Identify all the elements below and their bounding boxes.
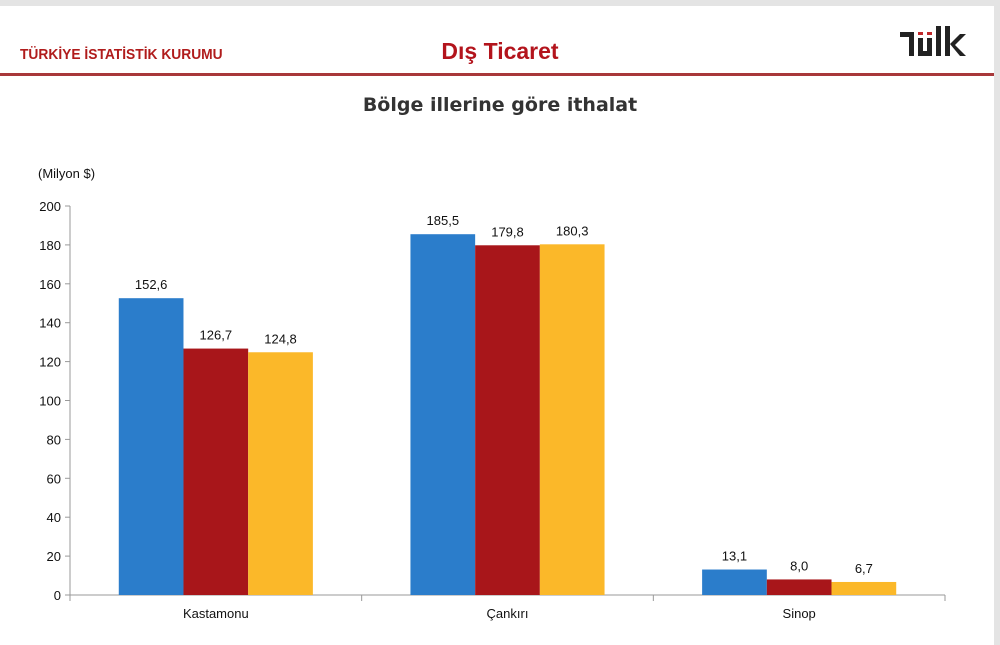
data-label: 152,6 <box>135 277 168 292</box>
bar <box>410 234 476 595</box>
organization-name: TÜRKİYE İSTATİSTİK KURUMU <box>20 46 223 63</box>
data-label: 126,7 <box>200 328 233 343</box>
x-tick-label: Çankırı <box>487 606 529 621</box>
y-axis-label: (Milyon $) <box>38 166 95 181</box>
y-tick-label: 100 <box>39 394 61 409</box>
bar <box>702 569 767 595</box>
y-tick-label: 120 <box>39 355 61 370</box>
bar <box>248 352 313 595</box>
bar <box>539 244 605 595</box>
bar <box>766 579 832 595</box>
y-tick-label: 160 <box>39 277 61 292</box>
data-label: 8,0 <box>790 558 808 573</box>
bar <box>183 348 249 595</box>
y-tick-label: 20 <box>47 549 61 564</box>
tuik-logo-mark <box>900 26 966 56</box>
header-rule <box>0 73 994 76</box>
bar <box>475 245 540 595</box>
data-label: 185,5 <box>427 213 460 228</box>
data-label: 6,7 <box>855 561 873 576</box>
data-label: 124,8 <box>264 331 297 346</box>
chart-title: Bölge illerine göre ithalat <box>362 94 638 116</box>
y-tick-label: 40 <box>47 510 61 525</box>
y-tick-label: 200 <box>39 199 61 214</box>
y-tick-label: 0 <box>54 588 61 603</box>
x-tick-label: Kastamonu <box>183 606 249 621</box>
y-tick-label: 60 <box>47 471 61 486</box>
window-top-border <box>0 0 1000 6</box>
y-tick-label: 180 <box>39 238 61 253</box>
y-tick-label: 140 <box>39 316 61 331</box>
bar <box>831 581 897 595</box>
window-right-border <box>994 0 1000 645</box>
data-label: 179,8 <box>491 224 524 239</box>
y-tick-label: 80 <box>47 432 61 447</box>
data-label: 180,3 <box>556 223 589 238</box>
tuik-logo <box>900 24 970 68</box>
x-tick-label: Sinop <box>783 606 816 621</box>
bar <box>118 298 184 595</box>
section-title: Dış Ticaret <box>441 38 559 64</box>
data-label: 13,1 <box>722 549 747 564</box>
